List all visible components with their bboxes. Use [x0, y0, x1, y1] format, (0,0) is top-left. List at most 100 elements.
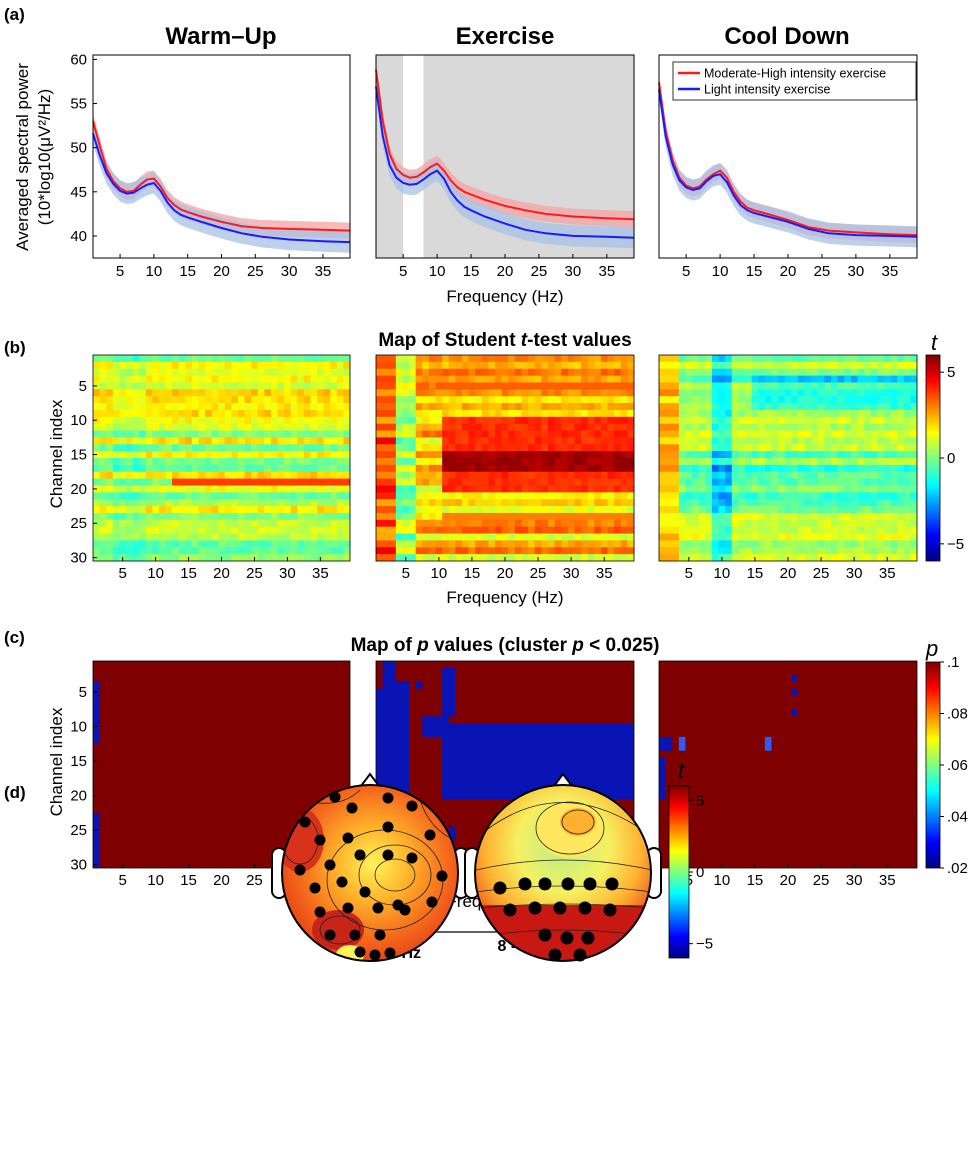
heatmap-cell: [382, 547, 390, 555]
electrode-1-8: [424, 829, 436, 841]
heatmap-cell: [112, 512, 120, 521]
heatmap-cell: [205, 478, 213, 486]
heatmap-cell: [284, 471, 292, 479]
heatmap-cell: [594, 519, 602, 528]
heatmap-cell: [771, 437, 779, 445]
electrode-1-24: [324, 929, 336, 941]
heatmap-cell: [528, 382, 536, 390]
heatmap-cell: [112, 485, 120, 493]
heatmap-cell: [620, 506, 628, 514]
heatmap-cell: [877, 361, 885, 370]
heatmap-cell: [844, 506, 852, 514]
heatmap-cell: [672, 444, 680, 452]
heatmap-cell: [817, 485, 825, 493]
heatmap-cell: [428, 519, 436, 528]
heatmap-cell: [627, 512, 635, 521]
heatmap-cell: [448, 458, 456, 466]
heatmap-cell: [330, 361, 338, 370]
heatmap-cell: [528, 368, 536, 376]
heatmap-cell: [811, 485, 819, 493]
heatmap-cell: [817, 444, 825, 452]
heatmap-cell: [574, 540, 582, 548]
colorbar-tick-label-p-3: .04: [947, 809, 968, 826]
heatmap-cell: [567, 403, 575, 411]
heatmap-cell: [672, 451, 680, 459]
heatmap-cell: [237, 506, 245, 514]
heatmap-cell: [442, 533, 450, 541]
heatmap-cell: [718, 423, 726, 431]
heatmap-cell: [672, 506, 680, 514]
heatmap-cell: [831, 430, 839, 438]
heatmap-cell: [264, 361, 272, 370]
heatmap-cell: [389, 423, 397, 431]
heatmap-cell: [594, 478, 602, 486]
heatmap-cell: [310, 389, 318, 397]
heatmap-cell: [607, 471, 615, 479]
heatmap-cell: [270, 512, 278, 521]
electrode-1-28: [354, 946, 366, 958]
heatmap-cell: [534, 355, 542, 363]
heatmap-cell: [277, 485, 285, 493]
heatmap-cell: [284, 451, 292, 459]
heatmap-cell: [705, 540, 713, 548]
heatmap-cell: [455, 540, 463, 548]
heatmap-cell: [811, 430, 819, 438]
colorbar-tick-label-p-1: .08: [947, 706, 968, 723]
heatmap-cell: [205, 499, 213, 507]
heatmap-cell: [448, 533, 456, 541]
electrode-1-23: [399, 904, 411, 916]
heatmap-cell: [778, 444, 786, 452]
heatmap-cell: [297, 540, 305, 548]
heatmap-cell: [224, 485, 232, 493]
heatmap-cell: [784, 464, 792, 473]
heatmap-cell: [791, 526, 799, 534]
heatmap-cell: [343, 389, 351, 397]
heatmap-cell: [587, 368, 595, 376]
heatmap-cell: [824, 464, 832, 473]
heatmap-cell: [514, 478, 522, 486]
heatmap-cell: [165, 519, 173, 528]
heatmap-cell: [528, 416, 536, 425]
heatmap-cell: [614, 554, 622, 562]
heatmap-cell: [99, 533, 107, 541]
heatmap-cell: [224, 403, 232, 411]
heatmap-cell: [567, 471, 575, 479]
heatmap-cell: [257, 506, 265, 514]
heatmap-cell: [382, 361, 390, 370]
heatmap-cell: [495, 485, 503, 493]
heatmap-cell: [231, 430, 239, 438]
heatmap-cell: [139, 451, 147, 459]
heatmap-cell: [883, 485, 891, 493]
heatmap-cell: [581, 519, 589, 528]
heatmap-cell: [172, 547, 180, 555]
heatmap-cell: [462, 355, 470, 363]
heatmap-cell: [468, 451, 476, 459]
heatmap-cell: [178, 458, 186, 466]
heatmap-cell: [481, 540, 489, 548]
heatmap-cell: [297, 416, 305, 425]
heatmap-cell: [455, 451, 463, 459]
heatmap-cell: [442, 478, 450, 486]
heatmap-cell: [738, 368, 746, 376]
heatmap-cell: [382, 458, 390, 466]
heatmap-cell: [711, 547, 719, 555]
heatmap-cell: [824, 361, 832, 370]
p-heatmap-0-y-tick-label-5: 5: [79, 684, 87, 701]
heatmap-cell: [303, 547, 311, 555]
heatmap-cell: [290, 361, 298, 370]
heatmap-cell: [172, 444, 180, 452]
electrode-1-7: [382, 821, 394, 833]
heatmap-cell: [330, 533, 338, 541]
heatmap-cell: [725, 471, 733, 479]
heatmap-cell: [797, 499, 805, 507]
heatmap-cell: [251, 478, 259, 486]
heatmap-cell: [415, 526, 423, 534]
heatmap-cell: [910, 416, 918, 425]
heatmap-cell: [106, 526, 114, 534]
heatmap-cell: [725, 382, 733, 390]
heatmap-cell: [277, 526, 285, 534]
heatmap-cell: [422, 554, 430, 562]
heatmap-cell: [125, 499, 133, 507]
heatmap-cell: [771, 533, 779, 541]
